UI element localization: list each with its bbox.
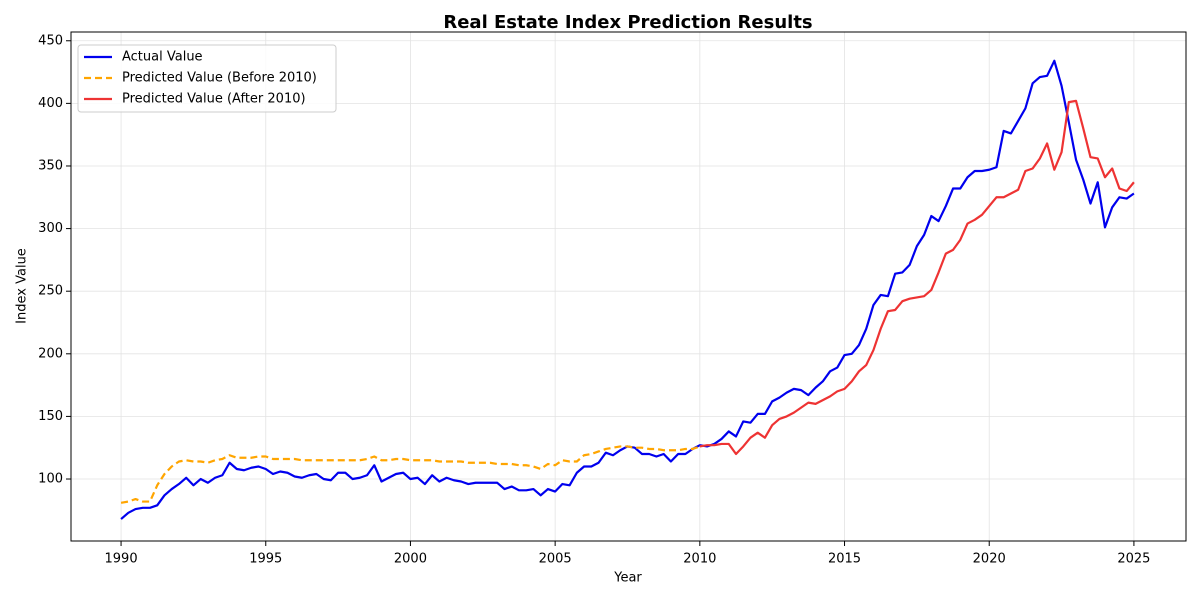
legend-label: Actual Value (122, 50, 203, 65)
y-tick-label: 350 (38, 158, 63, 173)
x-tick-label: 1990 (105, 552, 138, 567)
y-tick-label: 200 (38, 346, 63, 361)
axes-frame (70, 31, 1187, 542)
x-tick-label: 2005 (539, 552, 572, 567)
series-line (699, 99, 1135, 456)
y-tick-label: 100 (38, 472, 63, 487)
x-tick-label: 2000 (394, 552, 427, 567)
y-tick-label: 450 (38, 33, 63, 48)
x-tick-label: 1995 (249, 552, 282, 567)
legend-box (77, 44, 337, 113)
chart-title: Real Estate Index Prediction Results (443, 12, 812, 33)
x-tick-label: 2010 (683, 552, 716, 567)
x-tick-label: 2015 (828, 552, 861, 567)
y-tick-label: 400 (38, 96, 63, 111)
y-tick-label: 250 (38, 284, 63, 299)
y-axis-label: Index Value (15, 248, 30, 324)
y-tick-label: 150 (38, 409, 63, 424)
y-tick-label: 300 (38, 221, 63, 236)
legend-label: Predicted Value (After 2010) (122, 92, 306, 107)
x-tick-label: 2025 (1117, 552, 1150, 567)
legend-label: Predicted Value (Before 2010) (122, 71, 317, 86)
x-tick-label: 2020 (973, 552, 1006, 567)
x-axis-label: Year (613, 571, 642, 586)
legend: Actual Value Predicted Value (Before 2010… (77, 44, 337, 113)
